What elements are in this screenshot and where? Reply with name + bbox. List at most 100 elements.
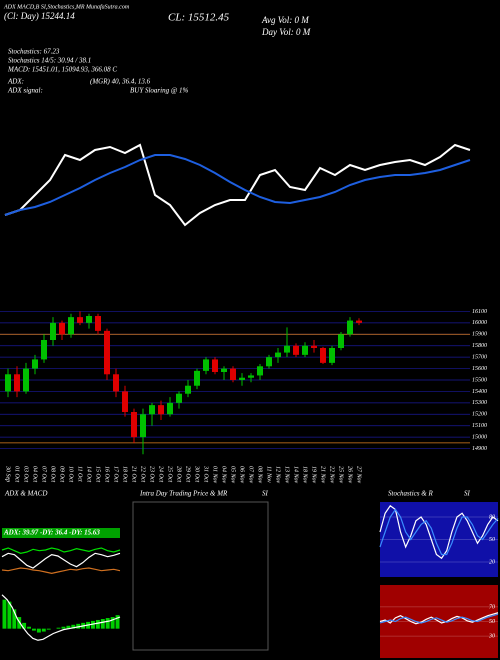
panel-title: Stochastics & R <box>388 490 433 498</box>
candle-body <box>149 405 155 415</box>
histogram-bar <box>56 627 61 629</box>
signal: BUY Sloaring @ 1% <box>130 87 189 95</box>
histogram-bar <box>66 625 71 629</box>
x-tick-label: 22 Nov <box>329 466 335 484</box>
histogram-bar <box>71 624 76 629</box>
y-tick-label: 15200 <box>472 412 487 418</box>
candle-body <box>95 316 101 331</box>
candle-body <box>41 340 47 360</box>
x-tick-label: 14 Oct <box>86 466 93 482</box>
candle-body <box>329 348 335 363</box>
y-tick-label: 15300 <box>472 400 487 406</box>
x-tick-label: 26 Nov <box>347 466 353 484</box>
x-tick-label: 19 Nov <box>311 466 317 484</box>
header-strip: ADX MACD,B SI,Stochastics,MR MunafaSutra… <box>3 3 130 10</box>
candle-body <box>266 357 272 367</box>
y-tick-label: 15100 <box>472 423 487 429</box>
x-tick-label: 15 Oct <box>95 466 101 482</box>
x-tick-label: 05 Nov <box>230 466 236 484</box>
histogram-bar <box>115 615 120 629</box>
candle-body <box>14 374 20 392</box>
candle-body <box>221 368 227 372</box>
x-tick-label: 22 Oct <box>140 466 146 482</box>
avg-vol: Avg Vol: 0 M <box>261 15 309 25</box>
candle-body <box>32 359 38 369</box>
candle-body <box>176 393 182 403</box>
label-background <box>2 528 120 538</box>
candle-body <box>284 345 290 353</box>
series-line <box>1 567 121 574</box>
histogram-bar <box>95 619 100 629</box>
y-tick-label: 15700 <box>472 355 487 361</box>
panel-title: SI <box>464 490 471 498</box>
candle-body <box>356 320 362 323</box>
y-tick-label: 16000 <box>472 320 487 326</box>
candle-body <box>113 374 119 392</box>
candle-body <box>185 385 191 394</box>
candle-body <box>257 366 263 376</box>
histogram-bar <box>17 617 22 629</box>
x-tick-label: 06 Nov <box>239 466 245 484</box>
histogram-bar <box>27 626 31 629</box>
histogram-bar <box>46 628 51 630</box>
x-tick-label: 24 Oct <box>158 466 165 482</box>
series-line <box>379 504 499 560</box>
candle-body <box>86 316 92 323</box>
histogram-bar <box>12 609 17 629</box>
candle-body <box>347 320 353 335</box>
candle-body <box>104 330 110 375</box>
candle-body <box>302 345 308 355</box>
adx-signal: ADX signal: <box>7 87 43 95</box>
adx-label: ADX: 39.97 -DY: 36.4 -DY: 15.63 <box>3 529 100 537</box>
x-tick-label: 29 Oct <box>185 466 191 482</box>
x-tick-label: 21 Oct <box>131 466 137 482</box>
histogram-bar <box>2 599 7 629</box>
candle-body <box>275 352 281 358</box>
y-tick-label: 15500 <box>472 377 487 383</box>
candle-body <box>311 345 317 348</box>
macd: MACD: 15451.01, 15094.93, 366.08 C <box>7 66 117 74</box>
x-tick-label: 27 Nov <box>356 466 362 484</box>
candle-body <box>167 402 173 415</box>
x-tick-label: 09 Oct <box>59 466 65 482</box>
candle-body <box>212 359 218 372</box>
x-tick-label: 23 Oct <box>149 466 155 482</box>
x-tick-label: 28 Oct <box>176 466 182 482</box>
x-tick-label: 16 Oct <box>104 466 110 482</box>
histogram-bar <box>105 618 110 629</box>
y-tick-label: 30 <box>488 633 495 639</box>
x-tick-label: 08 Oct <box>50 466 56 482</box>
y-tick-label: 14900 <box>472 445 487 452</box>
x-tick-label: 17 Oct <box>113 466 119 482</box>
x-tick-label: 18 Oct <box>122 466 128 482</box>
candle-body <box>131 412 137 438</box>
candle-body <box>122 391 128 412</box>
candle-body <box>248 375 254 378</box>
histogram-bar <box>32 628 36 631</box>
candle-body <box>77 317 83 323</box>
histogram-bar <box>100 619 105 629</box>
x-tick-label: 07 Nov <box>248 466 254 484</box>
x-tick-label: 11 Oct <box>77 466 83 482</box>
candle-body <box>320 348 326 363</box>
y-tick-label: 70 <box>489 604 495 610</box>
candle-body <box>338 334 344 348</box>
adx-values: (MGR) 40, 36.4, 13.6 <box>90 78 151 86</box>
x-tick-label: 04 Oct <box>32 466 39 482</box>
x-tick-label: 04 Nov <box>221 466 228 484</box>
x-tick-label: 25 Oct <box>167 466 173 482</box>
x-tick-label: 08 Nov <box>257 466 263 484</box>
y-tick-label: 15900 <box>472 332 487 338</box>
y-tick-label: 16100 <box>472 309 487 315</box>
y-tick-label: 15600 <box>472 366 487 372</box>
series-line <box>4 143 471 227</box>
candle-body <box>293 345 299 355</box>
y-tick-label: 50 <box>489 619 495 625</box>
x-tick-label: 31 Oct <box>203 465 209 482</box>
x-tick-label: 25 Nov <box>338 466 344 484</box>
series-line <box>379 613 499 624</box>
day-vol: Day Vol: 0 M <box>261 27 311 37</box>
stoch: Stochastics: 67.23 <box>8 48 60 56</box>
histogram-bar <box>7 601 12 629</box>
adx: ADX: <box>7 78 24 86</box>
